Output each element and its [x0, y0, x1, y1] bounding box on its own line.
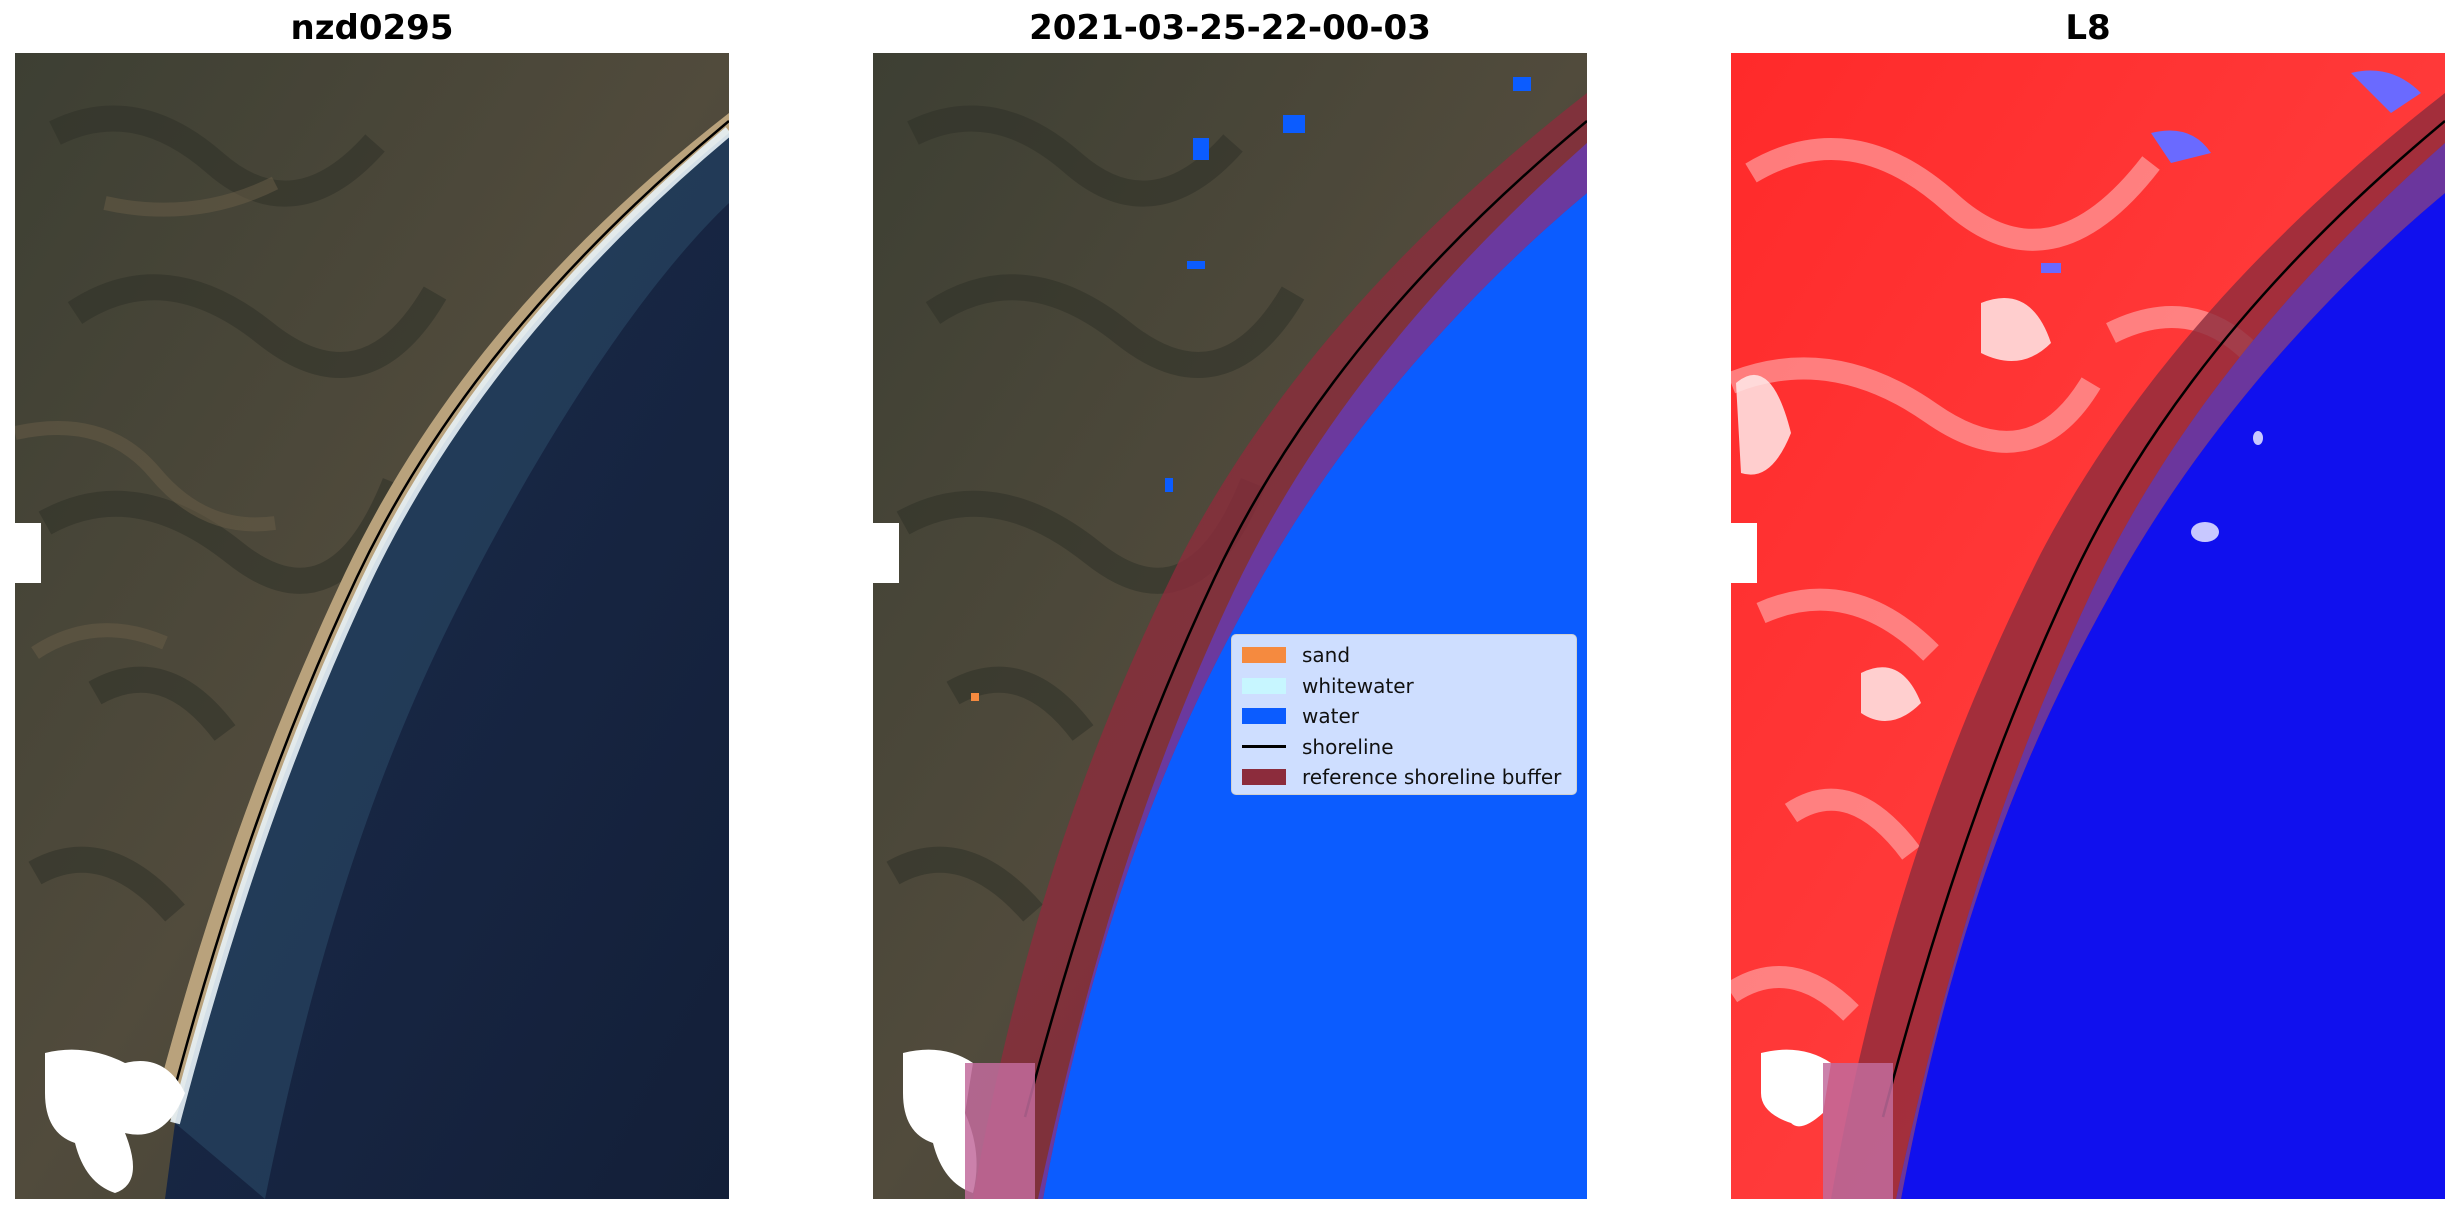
valley-texture: [15, 176, 279, 659]
shoreline-swatch: [1242, 745, 1286, 749]
cloud-buffer-overlap: [1823, 1063, 1893, 1199]
classification-legend: sand whitewater water shoreline referenc…: [1231, 634, 1577, 795]
sand-patch: [971, 693, 979, 701]
buffer-swatch: [1242, 769, 1286, 786]
water-patch: [1193, 138, 1209, 160]
nodata-left: [1731, 523, 1757, 583]
cloud-spot: [2253, 431, 2263, 445]
panel-title-mndwi: L8: [2065, 8, 2111, 48]
mndwi-svg: [1731, 53, 2445, 1199]
hills-texture: [28, 105, 447, 922]
nodata-left: [873, 523, 899, 583]
legend-label: sand: [1302, 643, 1351, 668]
classification-svg: [873, 53, 1587, 1199]
cloud-spot: [2191, 522, 2219, 542]
water-patch: [1187, 261, 1205, 269]
mndwi-image: [1731, 53, 2445, 1199]
legend-item-water: water: [1242, 701, 1566, 732]
classification-image: [873, 53, 1587, 1199]
rgb-satellite-image: [15, 53, 729, 1199]
white-patches: [1736, 298, 2051, 721]
legend-item-buffer: reference shoreline buffer: [1242, 762, 1566, 793]
legend-label: shoreline: [1302, 734, 1394, 759]
sand-swatch: [1242, 647, 1286, 664]
water-patch: [1165, 478, 1173, 492]
panel-title-rgb: nzd0295: [290, 8, 454, 48]
legend-label: water: [1302, 704, 1359, 729]
water-index: [1896, 143, 2445, 1199]
shoreline-line: [165, 120, 729, 1118]
rgb-image-svg: [15, 53, 729, 1199]
shoreline-line: [1881, 120, 2445, 1118]
water-patch: [1283, 115, 1305, 133]
surf-whitewater: [170, 127, 729, 1125]
cloud-buffer-overlap: [965, 1063, 1035, 1199]
whitewater-swatch: [1242, 677, 1286, 694]
legend-label: whitewater: [1302, 673, 1414, 698]
cloud-mask-bottom: [1761, 1049, 1831, 1127]
legend-item-sand: sand: [1242, 640, 1566, 671]
nearshore-turbid: [175, 133, 729, 1199]
water-swatch: [1242, 708, 1286, 725]
hills-texture: [886, 105, 1305, 922]
water-patch: [1513, 77, 1531, 91]
blue-patches: [2041, 70, 2421, 273]
shoreline-line: [1023, 120, 1587, 1118]
legend-label: reference shoreline buffer: [1302, 765, 1562, 790]
panel-title-classification: 2021-03-25-22-00-03: [1029, 8, 1431, 48]
cloud-mask-bottom: [903, 1049, 977, 1193]
pale-texture: [1731, 138, 2259, 1021]
legend-item-whitewater: whitewater: [1242, 671, 1566, 702]
legend-item-shoreline: shoreline: [1242, 732, 1566, 763]
cloud-mask-bottom: [45, 1049, 185, 1193]
nodata-left: [15, 523, 41, 583]
